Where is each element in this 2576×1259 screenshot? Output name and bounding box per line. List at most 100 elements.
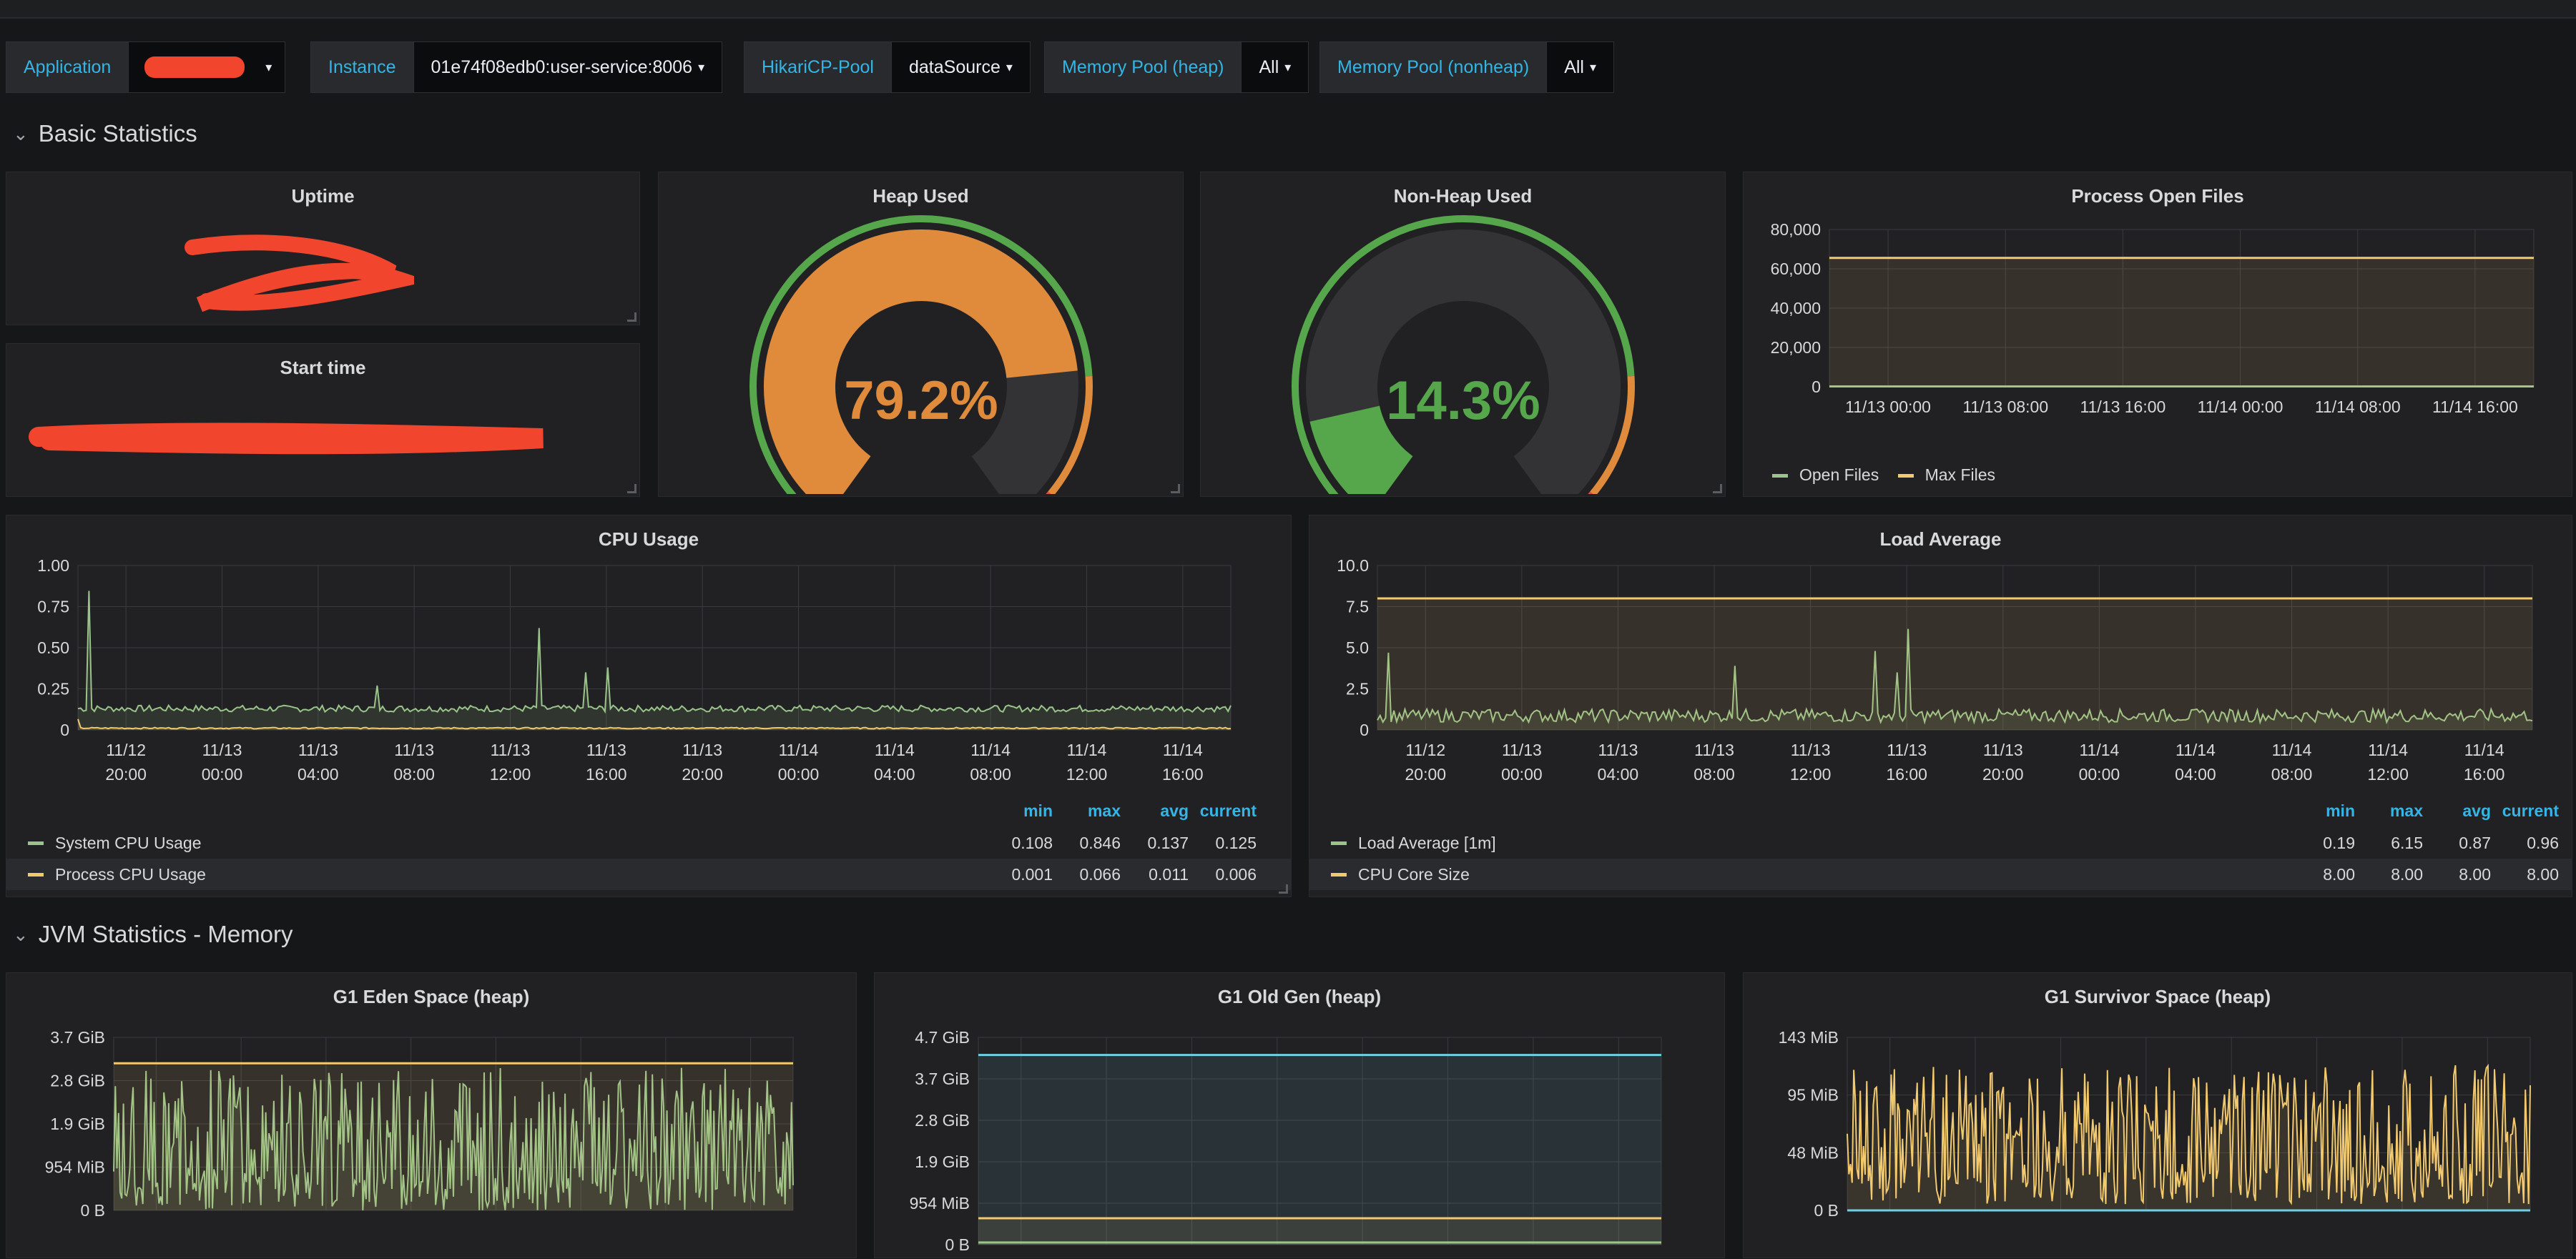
y-tick-label: 1.9 GiB	[915, 1152, 970, 1171]
panel-uptime[interactable]: Uptime	[6, 172, 640, 325]
var-memory-pool-nonheap[interactable]: Memory Pool (nonheap) All▾	[1319, 41, 1614, 93]
row-jvm-memory[interactable]: ⌄ JVM Statistics - Memory	[13, 913, 293, 956]
x-tick-label: 00:00	[2079, 765, 2120, 784]
y-tick-label: 3.7 GiB	[915, 1070, 970, 1088]
var-hikari-pool[interactable]: HikariCP-Pool dataSource▾	[744, 41, 1031, 93]
var-application-label: Application	[6, 41, 128, 93]
x-tick-label: 11/13	[202, 741, 242, 759]
x-tick-label: 11/14	[2079, 741, 2119, 759]
var-heap-label: Memory Pool (heap)	[1044, 41, 1241, 93]
legend-min: 0.001	[985, 865, 1053, 884]
y-tick-label: 0 B	[1814, 1201, 1839, 1220]
legend-open-files[interactable]: Open Files	[1799, 465, 1879, 484]
panel-start-time[interactable]: Start time	[6, 343, 640, 497]
y-tick-label: 1.9 GiB	[50, 1115, 105, 1133]
legend-swatch	[1331, 841, 1347, 845]
legend-max: 8.00	[2355, 865, 2423, 884]
redaction-mark	[144, 56, 245, 78]
x-tick-label: 20:00	[1982, 765, 2024, 784]
series-area-max-files	[1829, 258, 2534, 387]
panel-title: Start time	[6, 357, 639, 379]
legend-max-files[interactable]: Max Files	[1925, 465, 1995, 484]
legend-row[interactable]: System CPU Usage 0.108 0.846 0.137 0.125	[6, 827, 1291, 859]
x-tick-label: 20:00	[105, 765, 147, 784]
x-tick-label: 11/13	[1694, 741, 1734, 759]
legend-header-max[interactable]: max	[1053, 801, 1121, 827]
x-tick-label: 12:00	[1790, 765, 1832, 784]
x-tick-label: 08:00	[1693, 765, 1735, 784]
row-title: JVM Statistics - Memory	[39, 921, 293, 948]
legend-min: 8.00	[2287, 865, 2355, 884]
y-tick-label: 0	[1360, 721, 1369, 739]
panel-nonheap-used[interactable]: Non-Heap Used 14.3%	[1200, 172, 1726, 497]
legend-row[interactable]: Load Average [1m] 0.19 6.15 0.87 0.96	[1309, 827, 2572, 859]
chevron-down-icon: ▾	[698, 60, 704, 75]
x-tick-label: 00:00	[1501, 765, 1543, 784]
var-nonheap-value: All	[1564, 57, 1584, 78]
x-tick-label: 16:00	[1886, 765, 1927, 784]
legend-row[interactable]: Process CPU Usage 0.001 0.066 0.011 0.00…	[6, 859, 1291, 890]
var-heap-dropdown[interactable]: All▾	[1241, 41, 1309, 93]
legend-header-avg[interactable]: avg	[2423, 801, 2491, 827]
legend-swatch	[28, 873, 44, 877]
legend-header-avg[interactable]: avg	[1121, 801, 1189, 827]
var-instance[interactable]: Instance 01e74f08edb0:user-service:8006▾	[310, 41, 722, 93]
legend-series-name[interactable]: Process CPU Usage	[55, 865, 985, 884]
legend-swatch	[1772, 474, 1788, 478]
y-tick-label: 95 MiB	[1787, 1086, 1839, 1105]
x-tick-label: 12:00	[490, 765, 531, 784]
resize-handle[interactable]	[1171, 484, 1180, 493]
x-tick-label: 11/13	[298, 741, 338, 759]
legend-header-min[interactable]: min	[2287, 801, 2355, 827]
legend-row[interactable]: CPU Core Size 8.00 8.00 8.00 8.00	[1309, 859, 2572, 890]
x-tick-label: 11/12	[1405, 741, 1445, 759]
y-tick-label: 0.50	[37, 638, 69, 657]
resize-handle[interactable]	[627, 312, 636, 322]
x-tick-label: 11/14	[779, 741, 819, 759]
var-memory-pool-heap[interactable]: Memory Pool (heap) All▾	[1044, 41, 1309, 93]
y-tick-label: 40,000	[1771, 299, 1821, 317]
legend-series-name[interactable]: System CPU Usage	[55, 834, 985, 853]
var-instance-dropdown[interactable]: 01e74f08edb0:user-service:8006▾	[413, 41, 723, 93]
var-instance-label: Instance	[310, 41, 413, 93]
var-nonheap-label: Memory Pool (nonheap)	[1319, 41, 1546, 93]
x-tick-label: 11/12	[106, 741, 146, 759]
var-hikari-value: dataSource	[909, 57, 1001, 78]
legend-header-current[interactable]: current	[2491, 801, 2559, 827]
var-application[interactable]: Application ▾	[6, 41, 285, 93]
legend-series-name[interactable]: Load Average [1m]	[1358, 834, 2287, 853]
x-tick-label: 11/13	[1791, 741, 1831, 759]
legend-avg: 0.87	[2423, 834, 2491, 853]
panel-title: Process Open Files	[1744, 185, 2572, 207]
x-tick-label: 11/14	[1067, 741, 1107, 759]
chevron-down-icon: ⌄	[13, 123, 29, 145]
y-tick-label: 0.75	[37, 598, 69, 616]
resize-handle[interactable]	[1279, 884, 1288, 894]
panel-heap-used[interactable]: Heap Used 79.2%	[658, 172, 1184, 497]
legend-header-max[interactable]: max	[2355, 801, 2423, 827]
resize-handle[interactable]	[1713, 484, 1722, 493]
x-tick-label: 16:00	[1162, 765, 1204, 784]
legend-series-name[interactable]: CPU Core Size	[1358, 865, 2287, 884]
panel-title: G1 Survivor Space (heap)	[1744, 986, 2572, 1008]
var-application-dropdown[interactable]: ▾	[128, 41, 285, 93]
var-hikari-dropdown[interactable]: dataSource ▾	[891, 41, 1031, 93]
y-tick-label: 0	[60, 721, 69, 739]
legend-header-current[interactable]: current	[1189, 801, 1257, 827]
row-basic-statistics[interactable]: ⌄ Basic Statistics	[13, 112, 197, 155]
chevron-down-icon: ▾	[1006, 60, 1013, 75]
panel-title: Load Average	[1309, 528, 2572, 550]
x-tick-label: 11/13	[1983, 741, 2023, 759]
x-tick-label: 08:00	[2271, 765, 2313, 784]
legend-swatch	[1898, 474, 1914, 478]
legend-header-min[interactable]: min	[985, 801, 1053, 827]
panel-title: G1 Eden Space (heap)	[6, 986, 856, 1008]
resize-handle[interactable]	[627, 484, 636, 493]
var-nonheap-dropdown[interactable]: All▾	[1546, 41, 1614, 93]
